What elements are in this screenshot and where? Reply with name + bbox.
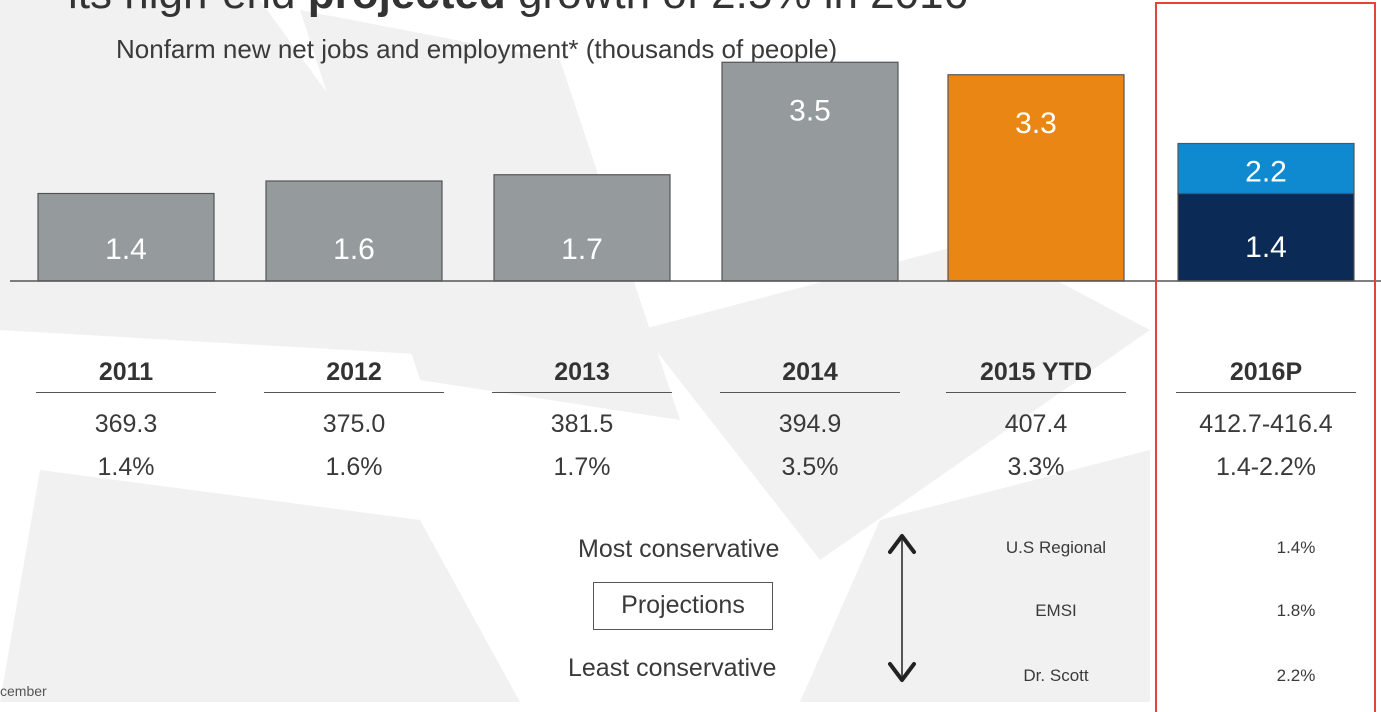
year-underline xyxy=(492,392,672,393)
bar xyxy=(1177,142,1355,195)
bar xyxy=(947,74,1125,282)
data-label: 2.2 xyxy=(1245,156,1287,189)
year-label: 2014 xyxy=(782,358,838,386)
source-name: Dr. Scott xyxy=(1023,666,1089,685)
double-arrow-icon xyxy=(888,534,916,682)
growth-value: 1.4-2.2% xyxy=(1215,453,1317,481)
data-label: 1.4 xyxy=(1245,231,1287,264)
employment-value: 394.9 xyxy=(778,410,842,438)
employment-value: 381.5 xyxy=(550,410,614,438)
bar xyxy=(721,61,899,282)
data-label: 1.7 xyxy=(561,233,603,266)
year-label: 2013 xyxy=(554,358,610,386)
chart-subtitle: Nonfarm new net jobs and employment* (th… xyxy=(116,34,838,64)
source-value: 2.2% xyxy=(1276,666,1316,685)
employment-value: 412.7-416.4 xyxy=(1199,410,1333,438)
bar xyxy=(265,180,443,282)
year-underline xyxy=(36,392,216,393)
data-label: 1.4 xyxy=(105,233,147,266)
source-value: 1.4% xyxy=(1276,538,1316,557)
growth-value: 3.5% xyxy=(781,453,839,481)
source-name: EMSI xyxy=(1035,601,1077,620)
growth-value: 1.7% xyxy=(553,453,611,481)
year-label: 2016P xyxy=(1229,358,1303,386)
year-underline xyxy=(1176,392,1356,393)
year-label: 2012 xyxy=(326,358,382,386)
data-label: 1.6 xyxy=(333,233,375,266)
highlight-2016-box xyxy=(1155,2,1376,712)
growth-value: 3.3% xyxy=(1007,453,1065,481)
year-underline xyxy=(264,392,444,393)
least-conservative-label: Least conservative xyxy=(568,654,777,682)
growth-value: 1.4% xyxy=(97,453,155,481)
bar xyxy=(1177,192,1355,282)
year-label: 2015 YTD xyxy=(979,358,1093,386)
data-label: 3.3 xyxy=(1015,107,1057,140)
source-name: U.S Regional xyxy=(1005,538,1107,557)
year-underline xyxy=(946,392,1126,393)
footnote: cember xyxy=(0,683,47,699)
year-underline xyxy=(720,392,900,393)
data-label: 3.5 xyxy=(789,94,831,127)
source-value: 1.8% xyxy=(1276,601,1316,620)
year-label: 2011 xyxy=(98,358,154,386)
page-title: its high-end projected growth of 2.5% in… xyxy=(68,0,1168,16)
bar xyxy=(493,174,671,282)
most-conservative-label: Most conservative xyxy=(578,535,780,563)
employment-value: 369.3 xyxy=(94,410,158,438)
employment-value: 407.4 xyxy=(1004,410,1068,438)
projections-box: Projections xyxy=(593,582,773,630)
bar xyxy=(37,192,215,282)
employment-value: 375.0 xyxy=(322,410,386,438)
growth-value: 1.6% xyxy=(325,453,383,481)
